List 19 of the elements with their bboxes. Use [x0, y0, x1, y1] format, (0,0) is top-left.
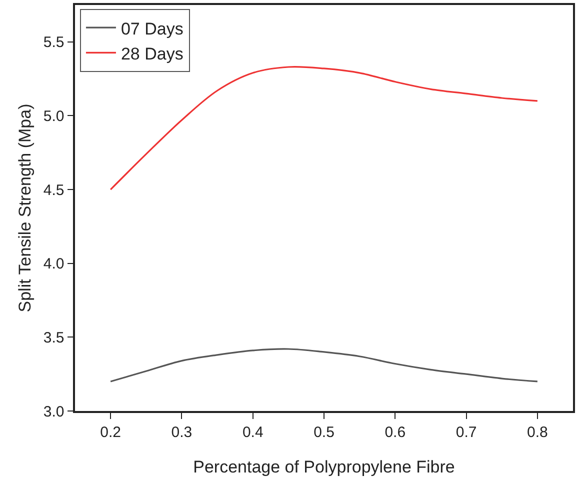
x-tick-label: 0.4	[242, 424, 264, 441]
x-axis-title: Percentage of Polypropylene Fibre	[193, 458, 455, 476]
y-tick-label: 3.0	[43, 403, 64, 420]
y-tick-label: 5.0	[43, 108, 64, 125]
line-series	[110, 348, 538, 382]
x-tick-label: 0.2	[100, 424, 121, 441]
legend-label: 07 Days	[120, 19, 184, 38]
y-axis-title: Split Tensile Strength (Mpa)	[16, 104, 34, 312]
legend-label: 28 Days	[120, 44, 184, 64]
y-tick-label: 4.5	[43, 182, 64, 199]
x-tick-label: 0.5	[314, 424, 334, 441]
x-tick-label: 0.6	[384, 424, 406, 441]
y-tick-label: 5.5	[43, 34, 64, 52]
x-tick-label: 0.7	[456, 424, 477, 441]
x-tick-label: 0.3	[171, 424, 192, 441]
y-tick-label: 4.0	[43, 256, 64, 273]
y-tick-label: 3.5	[43, 329, 64, 346]
x-tick-label: 0.8	[527, 424, 548, 441]
line-series	[110, 66, 538, 190]
